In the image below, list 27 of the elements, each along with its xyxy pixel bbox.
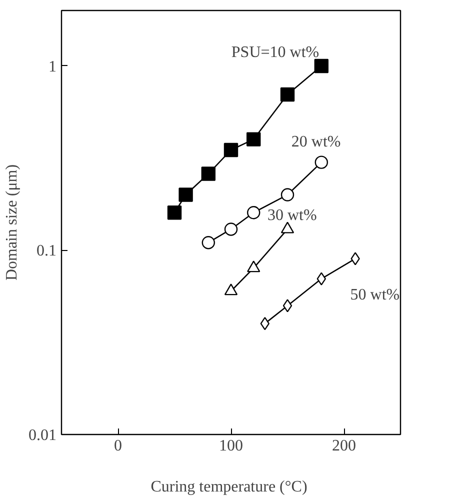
y-tick-label: 1 [48, 58, 56, 76]
point [247, 206, 260, 220]
x-tick-label: 0 [114, 438, 122, 454]
point [316, 272, 326, 286]
x-tick-label: 100 [219, 438, 243, 454]
point [178, 188, 193, 202]
point [224, 222, 238, 236]
point [314, 156, 328, 169]
point [314, 58, 328, 74]
x-axis-title: Curing temperature (°C) [150, 478, 308, 496]
point [201, 166, 216, 181]
point [350, 252, 360, 266]
point [246, 132, 261, 146]
point [202, 236, 215, 250]
series-label: 30 wt% [268, 207, 317, 224]
y-tick-label: 0.1 [36, 242, 56, 260]
point [280, 188, 294, 202]
point [224, 142, 238, 158]
point [167, 206, 182, 220]
y-axis-title: Domain size (μm) [4, 164, 20, 281]
point [280, 87, 295, 102]
y-tick-label: 0.01 [28, 427, 56, 444]
series-label: PSU=10 wt% [231, 44, 320, 61]
series-label: 20 wt% [291, 133, 341, 150]
point [282, 299, 292, 312]
x-tick-label: 200 [332, 438, 356, 454]
series-label: 50 wt% [350, 286, 400, 304]
